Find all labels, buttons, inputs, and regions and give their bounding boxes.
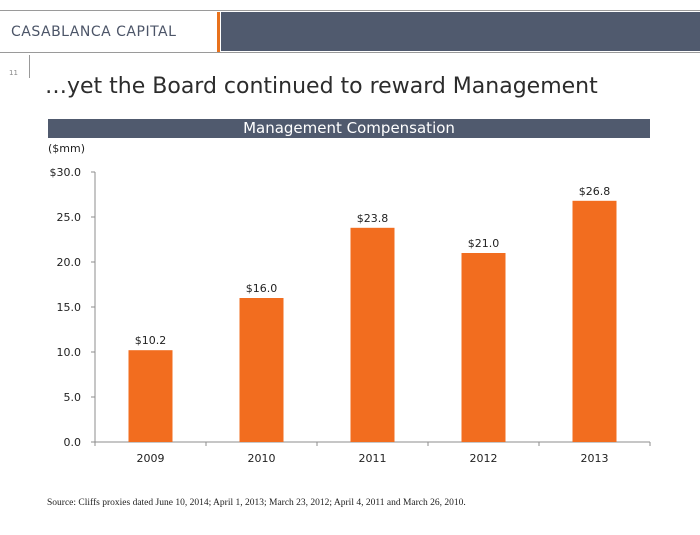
x-tick-label-2012: 2012 xyxy=(470,452,498,465)
data-label-2009: $10.2 xyxy=(135,334,167,347)
x-tick-label-2009: 2009 xyxy=(137,452,165,465)
source-footnote: Source: Cliffs proxies dated June 10, 20… xyxy=(47,498,466,508)
bar-2013 xyxy=(572,200,617,442)
y-tick-label: 20.0 xyxy=(57,256,82,269)
data-label-2012: $21.0 xyxy=(468,237,500,250)
data-label-2013: $26.8 xyxy=(579,185,611,198)
bar-2010 xyxy=(239,298,284,442)
slide-title: …yet the Board continued to reward Manag… xyxy=(45,74,598,99)
data-label-2010: $16.0 xyxy=(246,282,278,295)
page-number-divider xyxy=(29,55,30,78)
brand-name: CASABLANCA CAPITAL xyxy=(11,24,177,40)
x-tick-label-2010: 2010 xyxy=(248,452,276,465)
chart-title: Management Compensation xyxy=(48,119,650,138)
bar-2009 xyxy=(128,350,173,442)
y-tick-label: 0.0 xyxy=(64,436,82,449)
x-tick-label-2011: 2011 xyxy=(359,452,387,465)
y-tick-label: 10.0 xyxy=(57,346,82,359)
y-tick-label: 5.0 xyxy=(64,391,82,404)
y-axis-unit-label: ($mm) xyxy=(48,142,86,155)
header-accent-bar xyxy=(217,12,220,52)
header-navy-block xyxy=(221,12,700,51)
x-tick-label-2013: 2013 xyxy=(581,452,609,465)
y-tick-label: $30.0 xyxy=(50,166,82,179)
bar-2011 xyxy=(350,227,395,442)
header-top-rule xyxy=(0,10,700,11)
data-label-2011: $23.8 xyxy=(357,212,389,225)
header-bottom-rule xyxy=(0,52,700,53)
y-tick-label: 15.0 xyxy=(57,301,82,314)
page-number: 11 xyxy=(9,69,18,77)
y-tick-label: 25.0 xyxy=(57,211,82,224)
bar-2012 xyxy=(461,253,506,442)
